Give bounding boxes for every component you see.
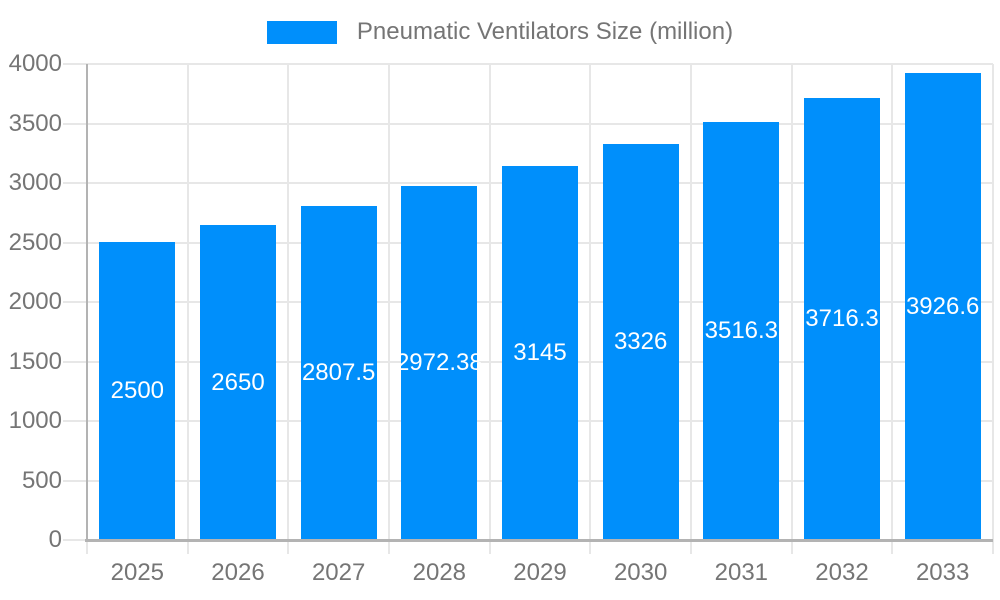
y-axis-label: 4000: [8, 50, 62, 77]
gridline-vertical: [488, 64, 491, 554]
x-axis-label: 2026: [211, 559, 265, 586]
bar-value-label: 3516.3: [704, 317, 779, 344]
y-axis-label: 0: [48, 526, 62, 553]
bar-value-label: 3716.3: [805, 305, 879, 332]
bar-value-label: 2500: [110, 377, 165, 404]
y-axis-label: 500: [21, 466, 62, 494]
y-axis-tick: [63, 539, 87, 541]
x-axis-label: 2033: [915, 559, 970, 586]
legend-swatch[interactable]: [266, 20, 337, 44]
y-axis-label: 3500: [8, 109, 62, 137]
gridline-vertical: [589, 64, 592, 554]
y-axis-label: 1500: [8, 347, 62, 375]
y-axis-label: 1000: [8, 407, 62, 434]
bar-value-label: 2650: [211, 368, 265, 396]
gridline-horizontal: [63, 63, 993, 65]
x-axis-label: 2032: [815, 559, 869, 586]
gridline-vertical: [287, 64, 290, 554]
x-axis-tick: [86, 540, 88, 554]
bar-2028[interactable]: 2972.38: [396, 186, 483, 540]
gridline-vertical: [186, 64, 189, 554]
bar-value-label: 3926.6: [905, 292, 980, 320]
bar-2029[interactable]: 3145: [502, 166, 578, 540]
x-axis-label: 2030: [613, 559, 668, 586]
y-axis-label: 2000: [8, 288, 62, 315]
bar-2027[interactable]: 2807.5: [300, 206, 377, 540]
bar-2030[interactable]: 3326: [602, 144, 679, 540]
x-axis-label: 2025: [110, 559, 165, 586]
bar-value-label: 3326: [613, 328, 668, 355]
gridline-vertical: [790, 64, 793, 554]
x-axis-line: [85, 539, 993, 542]
bar-value-label: 2807.5: [301, 359, 376, 386]
bar-2026[interactable]: 2650: [200, 225, 276, 540]
bar-2025[interactable]: 2500: [99, 242, 176, 540]
x-axis-label: 2027: [311, 559, 366, 586]
x-axis-label: 2029: [513, 559, 567, 586]
plot-area: 0 500 1000 1500 2000 2500 3000 3500 4000 2500 2025…: [9, 50, 994, 586]
y-axis-line: [86, 64, 88, 541]
gridline-vertical: [891, 64, 894, 554]
legend[interactable]: Pneumatic Ventilators Size (million): [0, 18, 1000, 46]
bar-value-label: 3145: [513, 339, 567, 366]
bar-2032[interactable]: 3716.3: [804, 98, 880, 540]
bar-2031[interactable]: 3516.3: [703, 122, 780, 540]
y-axis-label: 3000: [8, 169, 62, 196]
bar-value-label: 2972.38: [395, 349, 483, 376]
gridline-vertical: [388, 64, 390, 554]
bar-2033[interactable]: 3926.6: [904, 73, 981, 540]
x-axis-label: 2031: [714, 559, 769, 586]
gridline-vertical: [690, 64, 692, 554]
y-axis-label: 2500: [8, 228, 62, 256]
legend-label[interactable]: Pneumatic Ventilators Size (million): [356, 18, 734, 45]
gridline-horizontal: [63, 122, 993, 125]
x-axis-label: 2028: [412, 559, 467, 586]
gridline-vertical: [992, 64, 994, 554]
